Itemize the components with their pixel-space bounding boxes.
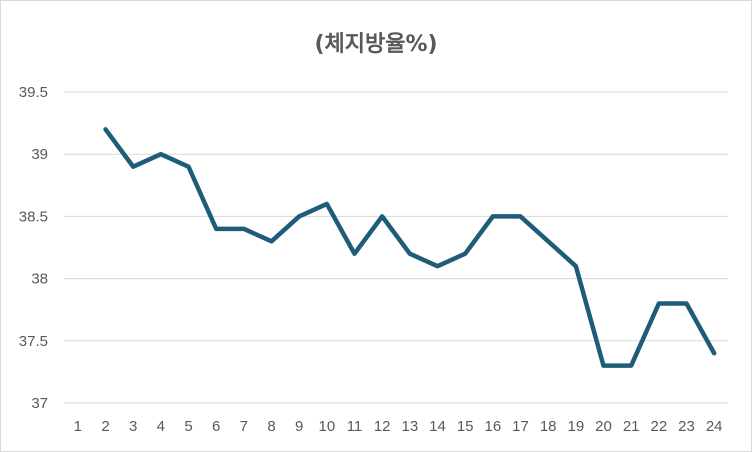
x-tick-label: 1 [74, 418, 82, 435]
y-tick-label: 39 [31, 146, 48, 163]
x-tick-label: 5 [184, 418, 192, 435]
x-tick-label: 17 [512, 418, 529, 435]
x-tick-label: 13 [401, 418, 418, 435]
series-line [103, 127, 717, 368]
chart-title: (체지방율%) [314, 32, 438, 57]
x-tick-label: 22 [650, 418, 667, 435]
y-tick-label: 37 [31, 395, 48, 412]
x-tick-label: 4 [157, 418, 165, 435]
x-tick-label: 2 [101, 418, 109, 435]
x-tick-label: 23 [678, 418, 695, 435]
x-tick-label: 19 [567, 418, 584, 435]
x-tick-label: 8 [267, 418, 275, 435]
x-tick-label: 24 [706, 418, 723, 435]
y-tick-label: 38 [31, 271, 48, 288]
y-tick-label: 37.5 [19, 333, 48, 350]
x-tick-label: 6 [212, 418, 220, 435]
x-tick-label: 10 [318, 418, 335, 435]
x-tick-label: 11 [347, 418, 363, 435]
y-tick-label: 38.5 [19, 208, 48, 225]
x-tick-label: 7 [240, 418, 248, 435]
x-tick-label: 14 [429, 418, 446, 435]
y-tick-label: 39.5 [19, 84, 48, 101]
x-tick-label: 20 [595, 418, 612, 435]
x-tick-label: 21 [623, 418, 640, 435]
x-tick-label: 12 [374, 418, 391, 435]
x-tick-label: 18 [540, 418, 557, 435]
x-tick-label: 16 [484, 418, 501, 435]
x-tick-label: 15 [457, 418, 474, 435]
x-tick-label: 3 [129, 418, 137, 435]
x-tick-label: 9 [295, 418, 303, 435]
